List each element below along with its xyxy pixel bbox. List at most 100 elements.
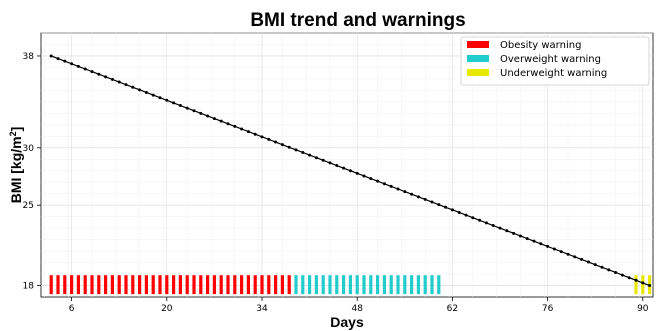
data-point xyxy=(104,75,108,79)
warning-bar xyxy=(172,275,176,295)
data-point xyxy=(240,127,244,131)
warning-bar xyxy=(246,275,250,295)
data-point xyxy=(627,276,631,280)
data-point xyxy=(144,90,148,94)
data-point xyxy=(76,64,80,68)
warning-bar xyxy=(355,275,359,295)
data-point xyxy=(49,54,53,58)
data-point xyxy=(525,237,529,241)
y-tick-label: 18 xyxy=(23,282,35,292)
legend-swatch-overweight xyxy=(467,55,489,62)
data-point xyxy=(362,174,366,178)
warning-bar xyxy=(634,275,638,295)
warning-bar xyxy=(362,275,366,295)
warning-bar xyxy=(308,275,312,295)
data-point xyxy=(206,114,210,118)
data-point xyxy=(552,247,556,251)
warning-bar xyxy=(192,275,196,295)
data-point xyxy=(478,218,482,222)
data-point xyxy=(382,182,386,186)
warning-bar xyxy=(226,275,230,295)
data-point xyxy=(423,197,427,201)
data-point xyxy=(620,273,624,277)
data-point xyxy=(471,216,475,220)
data-point xyxy=(369,177,373,181)
y-ticks: 18 25 30 38 xyxy=(23,52,41,292)
y-axis-label-end: ] xyxy=(8,127,24,132)
warning-bar xyxy=(382,275,386,295)
warning-bar xyxy=(348,275,352,295)
data-point xyxy=(233,124,237,128)
data-point xyxy=(294,148,298,152)
x-tick-label: 90 xyxy=(637,304,649,314)
data-point xyxy=(355,171,359,175)
data-point xyxy=(389,184,393,188)
x-axis-label: Days xyxy=(330,314,364,330)
warning-bar xyxy=(389,275,393,295)
data-point xyxy=(280,143,284,147)
legend-label-obesity: Obesity warning xyxy=(500,40,581,51)
warning-bar xyxy=(97,275,101,295)
warning-bar xyxy=(104,275,108,295)
data-point xyxy=(464,213,468,217)
data-point xyxy=(416,195,420,199)
data-point xyxy=(199,111,203,115)
warning-bar xyxy=(396,275,400,295)
warning-bar xyxy=(423,275,427,295)
warning-bar xyxy=(63,275,67,295)
warning-bar xyxy=(90,275,94,295)
warning-bar xyxy=(342,275,346,295)
data-point xyxy=(491,224,495,228)
y-axis-label-superscript: 2 xyxy=(8,131,18,136)
x-tick-label: 34 xyxy=(256,304,268,314)
data-point xyxy=(117,80,121,84)
warning-bar xyxy=(219,275,223,295)
warning-bar xyxy=(328,275,332,295)
data-point xyxy=(335,164,339,168)
x-tick-label: 20 xyxy=(161,304,173,314)
data-point xyxy=(90,70,94,74)
x-tick-label: 76 xyxy=(542,304,554,314)
warning-bar xyxy=(437,275,441,295)
data-point xyxy=(321,158,325,162)
warning-bar xyxy=(253,275,257,295)
chart-title: BMI trend and warnings xyxy=(250,10,465,31)
data-point xyxy=(301,150,305,154)
warning-bar xyxy=(287,275,291,295)
data-point xyxy=(192,109,196,113)
x-tick-label: 62 xyxy=(447,304,458,314)
data-point xyxy=(539,242,543,246)
y-tick-label: 30 xyxy=(23,144,35,154)
data-point xyxy=(641,281,645,285)
data-point xyxy=(287,145,291,149)
y-axis-label: BMI [kg/m2] xyxy=(8,127,24,204)
data-point xyxy=(158,96,162,100)
data-point xyxy=(532,239,536,243)
y-tick-label: 38 xyxy=(23,52,35,62)
warning-bar xyxy=(144,275,148,295)
data-point xyxy=(314,156,318,160)
data-point xyxy=(308,153,312,157)
data-point xyxy=(403,190,407,194)
warning-bar xyxy=(260,275,264,295)
data-point xyxy=(614,270,618,274)
warning-bar xyxy=(117,275,121,295)
x-ticks: 6 20 34 48 62 76 90 xyxy=(69,297,649,314)
data-point xyxy=(566,252,570,256)
data-point xyxy=(83,67,87,71)
data-point xyxy=(212,117,216,121)
data-point xyxy=(518,234,522,238)
warning-bar xyxy=(280,275,284,295)
bmi-series xyxy=(49,54,652,288)
warning-bar xyxy=(124,275,128,295)
warning-bar xyxy=(376,275,380,295)
data-point xyxy=(437,203,441,207)
data-point xyxy=(185,106,189,110)
data-point xyxy=(342,166,346,170)
data-point xyxy=(648,284,652,288)
warning-bar xyxy=(233,275,237,295)
data-point xyxy=(505,229,509,233)
data-point xyxy=(580,257,584,261)
data-point xyxy=(348,169,352,173)
